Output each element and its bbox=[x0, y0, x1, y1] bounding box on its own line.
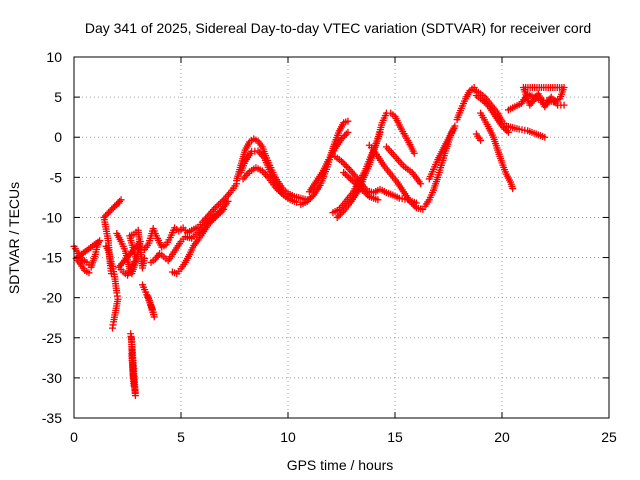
data-point bbox=[339, 159, 347, 167]
plot-frame bbox=[73, 56, 610, 419]
data-point bbox=[103, 210, 111, 218]
data-point bbox=[129, 374, 137, 382]
data-point bbox=[500, 124, 508, 132]
data-point bbox=[271, 183, 279, 191]
data-point bbox=[410, 149, 418, 157]
x-tick-label: 5 bbox=[177, 429, 185, 445]
y-tick-label: -25 bbox=[42, 330, 62, 346]
data-point bbox=[206, 218, 214, 226]
data-point bbox=[560, 101, 568, 109]
data-point bbox=[341, 132, 349, 140]
data-point bbox=[344, 128, 352, 136]
data-point bbox=[477, 136, 485, 144]
data-point bbox=[284, 194, 292, 202]
y-tick-label: 0 bbox=[54, 129, 62, 145]
data-point bbox=[303, 197, 311, 205]
data-point bbox=[425, 175, 433, 183]
data-point bbox=[117, 196, 125, 204]
data-point bbox=[220, 205, 228, 213]
data-point bbox=[102, 212, 110, 220]
x-tick-label: 15 bbox=[387, 429, 403, 445]
data-point bbox=[338, 157, 345, 165]
y-tick-label: -15 bbox=[42, 250, 62, 266]
data-point bbox=[376, 128, 384, 136]
y-tick-label: 10 bbox=[46, 49, 62, 65]
data-point bbox=[109, 324, 117, 332]
data-point bbox=[109, 204, 117, 212]
data-point bbox=[224, 197, 232, 205]
data-point bbox=[111, 202, 119, 210]
data-point bbox=[208, 217, 216, 225]
data-point bbox=[408, 199, 416, 207]
data-point bbox=[344, 117, 352, 125]
y-tick-label: -35 bbox=[42, 410, 62, 426]
data-point bbox=[374, 196, 382, 204]
data-point bbox=[305, 196, 313, 204]
data-point bbox=[484, 101, 492, 109]
data-point bbox=[108, 205, 116, 213]
data-point bbox=[417, 180, 425, 188]
y-tick-label: 5 bbox=[54, 89, 62, 105]
data-point bbox=[106, 207, 114, 215]
data-point bbox=[333, 213, 341, 221]
data-point bbox=[498, 122, 506, 130]
data-points bbox=[70, 83, 568, 400]
data-point bbox=[148, 305, 156, 313]
data-point bbox=[105, 209, 113, 217]
data-point bbox=[218, 197, 226, 205]
data-point bbox=[276, 188, 284, 196]
data-point bbox=[479, 96, 487, 104]
data-point bbox=[306, 194, 314, 202]
data-point bbox=[107, 270, 115, 278]
data-point bbox=[338, 209, 346, 217]
x-axis-ticks: 0 5 10 15 20 25 bbox=[70, 57, 617, 445]
x-tick-label: 25 bbox=[601, 429, 617, 445]
data-point bbox=[480, 98, 488, 106]
data-point bbox=[409, 201, 417, 209]
data-point bbox=[339, 133, 347, 141]
data-point bbox=[130, 382, 138, 390]
data-point bbox=[293, 198, 301, 206]
data-point bbox=[411, 202, 419, 210]
y-tick-label: -10 bbox=[42, 209, 62, 225]
data-point bbox=[308, 193, 316, 201]
data-point bbox=[336, 210, 344, 218]
data-point bbox=[114, 199, 122, 207]
data-point bbox=[541, 133, 549, 141]
data-point bbox=[141, 254, 149, 262]
chart-title: Day 341 of 2025, Sidereal Day-to-day VTE… bbox=[85, 20, 591, 36]
x-tick-label: 20 bbox=[494, 429, 510, 445]
data-point bbox=[274, 186, 282, 194]
grid-lines bbox=[74, 57, 609, 418]
data-point bbox=[273, 185, 281, 193]
data-point bbox=[338, 135, 345, 143]
y-tick-label: -5 bbox=[50, 169, 63, 185]
y-tick-label: -30 bbox=[42, 370, 62, 386]
data-point bbox=[406, 197, 414, 205]
y-axis-title: SDTVAR / TECUs bbox=[6, 182, 22, 294]
y-tick-label: -20 bbox=[42, 290, 62, 306]
y-axis-ticks: 10 5 0 -5 -10 -15 -20 -25 -30 -35 bbox=[42, 49, 609, 426]
data-point bbox=[85, 269, 93, 277]
data-point bbox=[501, 125, 509, 133]
x-axis-title: GPS time / hours bbox=[287, 457, 394, 473]
x-tick-label: 0 bbox=[70, 429, 78, 445]
x-tick-label: 10 bbox=[280, 429, 296, 445]
data-point bbox=[112, 201, 120, 209]
data-point bbox=[342, 162, 350, 170]
data-point bbox=[342, 130, 350, 138]
data-point bbox=[341, 160, 349, 168]
data-point bbox=[205, 220, 213, 228]
data-point bbox=[509, 185, 517, 193]
data-point bbox=[503, 127, 511, 135]
data-point bbox=[504, 128, 512, 136]
data-point bbox=[482, 100, 490, 108]
data-point bbox=[116, 197, 124, 205]
data-point bbox=[335, 212, 343, 220]
data-point bbox=[210, 215, 218, 223]
